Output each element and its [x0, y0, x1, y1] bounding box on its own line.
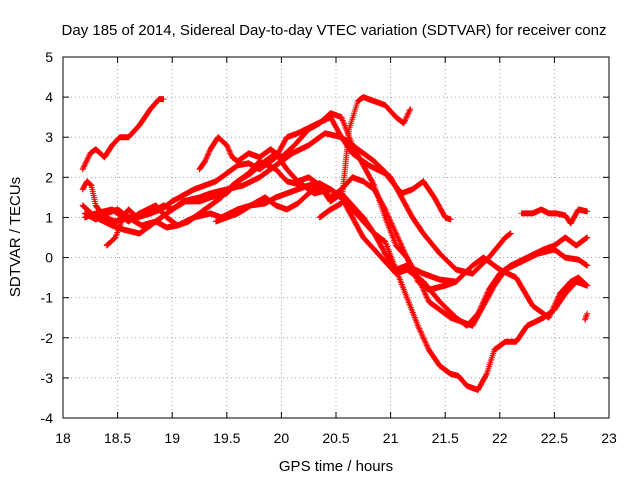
x-tick-label: 20.5	[322, 430, 349, 446]
series-s7	[196, 134, 591, 393]
grid	[63, 57, 609, 418]
x-tick-label: 23	[601, 430, 617, 446]
series-markers	[103, 110, 591, 329]
x-tick-label: 20	[274, 430, 290, 446]
series-s9	[316, 94, 414, 221]
x-tick-label: 18	[55, 430, 71, 446]
series-s8	[212, 174, 460, 293]
series-markers	[196, 134, 591, 393]
series-markers	[212, 174, 460, 293]
y-axis-label: SDTVAR / TECUs	[7, 177, 24, 297]
data-series	[79, 94, 591, 393]
series-markers	[79, 96, 167, 173]
x-tick-label: 21.5	[432, 430, 459, 446]
x-axis-label: GPS time / hours	[279, 458, 393, 475]
y-tick-label: 3	[45, 129, 53, 145]
x-tick-labels: 18 18.5 19 19.5 20 20.5 21 21.5 22 22.5 23	[55, 430, 617, 446]
chart-title: Day 185 of 2014, Sidereal Day-to-day VTE…	[62, 22, 607, 39]
series-markers	[518, 206, 591, 227]
series-s11	[582, 310, 591, 323]
series-markers	[316, 94, 414, 221]
ticks	[62, 56, 610, 419]
x-tick-label: 19	[164, 430, 180, 446]
y-tick-label: 0	[45, 250, 53, 266]
series-s4	[81, 158, 591, 329]
y-tick-label: -1	[41, 290, 54, 306]
series-s10	[518, 206, 591, 227]
x-tick-label: 22	[492, 430, 508, 446]
series-s5	[103, 110, 591, 329]
y-tick-labels: -4 -3 -2 -1 0 1 2 3 4 5	[41, 49, 54, 426]
x-tick-label: 22.5	[541, 430, 568, 446]
series-s1	[79, 96, 167, 173]
x-tick-label: 18.5	[104, 430, 131, 446]
y-tick-label: -2	[41, 330, 54, 346]
y-tick-label: 2	[45, 169, 53, 185]
x-tick-label: 19.5	[213, 430, 240, 446]
y-tick-label: -3	[41, 370, 54, 386]
y-tick-label: 1	[45, 209, 53, 225]
y-tick-label: -4	[41, 410, 54, 426]
series-markers	[582, 310, 591, 323]
series-markers	[81, 158, 591, 329]
x-tick-label: 21	[383, 430, 399, 446]
y-tick-label: 5	[45, 49, 53, 65]
y-tick-label: 4	[45, 89, 53, 105]
